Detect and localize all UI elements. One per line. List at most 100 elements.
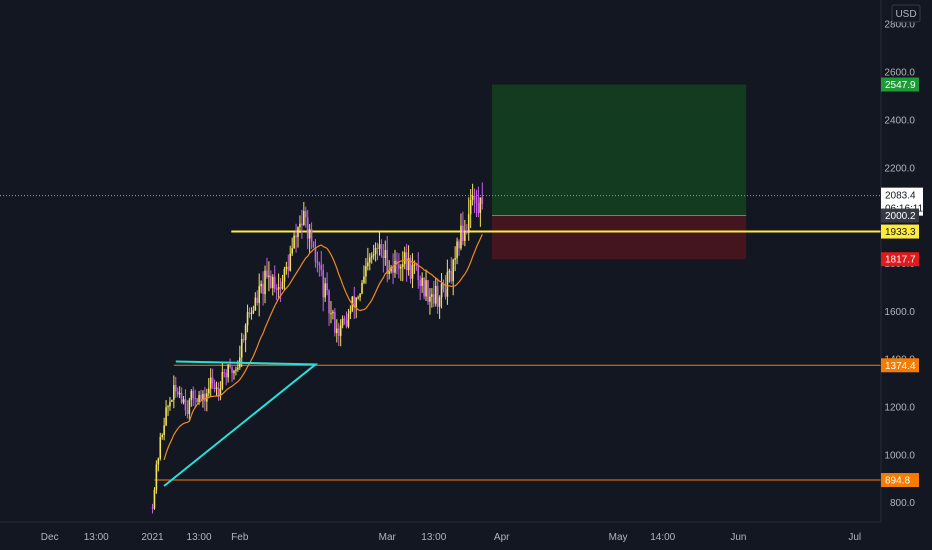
candle-body xyxy=(425,280,427,297)
horizontal-lines[interactable] xyxy=(0,195,881,481)
candle-body xyxy=(178,392,181,395)
target-price-tag: 2547.9 xyxy=(885,80,916,91)
candle-body xyxy=(295,235,297,238)
candle-body xyxy=(204,393,206,402)
candle-body xyxy=(173,384,175,400)
candle-body xyxy=(454,258,456,260)
candle-body xyxy=(159,436,162,459)
time-axis[interactable]: Dec 13:00 2021 13:00 Feb Mar 13:00 Apr May 14:00 J… xyxy=(0,521,932,550)
candle-body xyxy=(180,392,183,403)
candle-body xyxy=(376,247,379,249)
price-tick-label: 1600.0 xyxy=(884,307,915,318)
candle-body xyxy=(458,241,460,249)
profit-zone[interactable] xyxy=(492,84,747,216)
candle-body xyxy=(215,387,218,390)
candle-body xyxy=(194,398,196,400)
candle-body xyxy=(324,283,326,298)
orange-line-tag-1-bg xyxy=(881,358,919,373)
candle-body xyxy=(281,281,284,289)
time-label: 13:00 xyxy=(84,532,109,543)
candle-body xyxy=(258,286,260,303)
candle-body xyxy=(237,367,239,370)
candle-body xyxy=(211,377,214,384)
candle-body xyxy=(433,294,435,304)
candle-body xyxy=(427,280,429,302)
candle-body xyxy=(345,319,348,327)
candle-body xyxy=(405,252,408,271)
candle-body xyxy=(429,296,431,302)
triangle-lines[interactable] xyxy=(163,360,319,487)
current-price-tag: 2083.4 xyxy=(885,191,916,202)
triangle-drawing[interactable] xyxy=(163,360,319,487)
time-label: 13:00 xyxy=(187,532,212,543)
candle-body xyxy=(312,241,315,248)
candle-body xyxy=(289,253,292,271)
candle-body xyxy=(207,388,210,394)
candle-body xyxy=(450,270,453,282)
candle-body xyxy=(171,399,173,402)
candle-body xyxy=(268,275,270,278)
candle-body xyxy=(235,369,237,371)
candle-body xyxy=(174,384,177,392)
candle-body xyxy=(330,313,332,315)
candle-body xyxy=(434,285,437,304)
candle-body xyxy=(394,260,396,273)
price-tick-label: 800.0 xyxy=(890,498,915,509)
candle-body xyxy=(275,288,278,290)
candle-body xyxy=(248,312,251,314)
candle-body xyxy=(361,282,363,294)
candle-body xyxy=(343,318,346,320)
candle-body xyxy=(409,257,412,279)
candle-body xyxy=(481,197,484,204)
candle-body xyxy=(306,217,309,239)
candle-body xyxy=(167,406,169,408)
candle-body xyxy=(227,364,229,378)
candle-body xyxy=(165,407,167,426)
currency-button[interactable]: USD xyxy=(891,4,921,23)
candle-body xyxy=(388,271,390,274)
candle-body xyxy=(384,250,387,258)
candle-body xyxy=(423,278,425,297)
candle-body xyxy=(188,399,191,415)
candle-body xyxy=(339,325,342,336)
candle-body xyxy=(444,289,447,297)
candle-body xyxy=(303,211,305,225)
candle-body xyxy=(415,264,418,266)
moving-average xyxy=(163,234,483,461)
candle-body xyxy=(209,377,212,389)
candle-body xyxy=(153,489,156,509)
candle-body xyxy=(157,458,160,465)
candle-body xyxy=(182,399,185,403)
candle-body xyxy=(225,373,228,378)
candle-body xyxy=(260,283,262,287)
candle-body xyxy=(475,197,478,204)
candle-body xyxy=(250,312,253,314)
candle-body xyxy=(479,197,482,213)
orange-line-tag-2: 894.8 xyxy=(885,476,910,487)
candle-body xyxy=(367,262,369,267)
candle-body xyxy=(266,270,268,278)
time-label: Feb xyxy=(231,532,249,543)
candle-body xyxy=(223,372,226,374)
price-tick-label: 2600.0 xyxy=(884,68,915,79)
entry-price-tag: 2000.2 xyxy=(885,211,916,222)
candle-body xyxy=(271,276,274,289)
candle-body xyxy=(206,393,208,402)
time-label: May xyxy=(609,532,628,543)
candle-body xyxy=(287,266,290,271)
candle-body xyxy=(155,464,158,490)
candle-body xyxy=(411,264,414,279)
candle-body xyxy=(192,390,195,399)
candle-body xyxy=(277,287,280,290)
candle-body xyxy=(246,312,249,326)
long-position-tool[interactable] xyxy=(492,84,747,260)
candle-body xyxy=(264,270,266,295)
candle-body xyxy=(334,311,336,334)
candle-body xyxy=(357,297,359,299)
candles xyxy=(151,182,484,514)
candle-body xyxy=(254,297,257,311)
candle-body xyxy=(314,247,317,262)
candle-body xyxy=(400,266,402,269)
loss-zone[interactable] xyxy=(492,215,747,260)
